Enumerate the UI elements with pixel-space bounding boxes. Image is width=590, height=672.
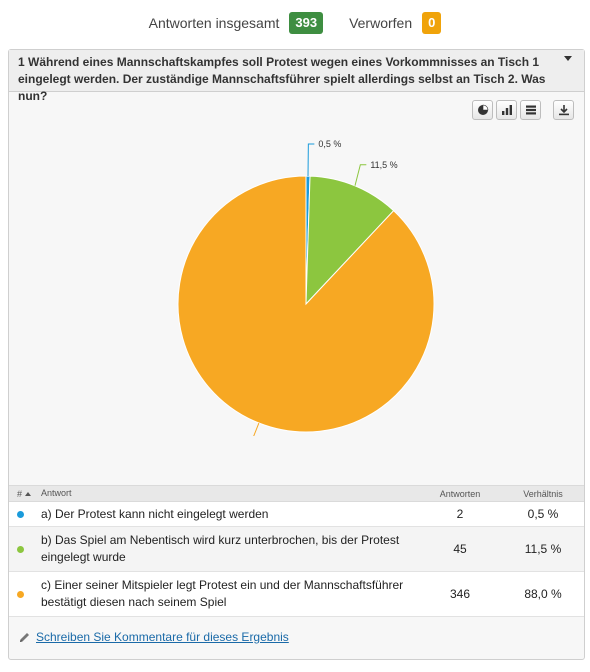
sort-asc-icon xyxy=(25,491,32,496)
col-answer-header: Antwort xyxy=(41,488,72,498)
table-row: b) Das Spiel am Nebentisch wird kurz unt… xyxy=(9,527,584,572)
results-table: # Antwort Antworten Verhältnis a) Der Pr… xyxy=(9,485,584,617)
rejected-label: Verworfen xyxy=(349,15,413,31)
question-panel: 1 Während eines Mannschaftskampfes soll … xyxy=(8,49,585,660)
answer-text: c) Einer seiner Mitspieler legt Protest … xyxy=(41,578,404,609)
col-count-header: Antworten xyxy=(439,488,481,499)
table-icon xyxy=(525,105,536,115)
pie-slice-b[interactable] xyxy=(305,175,395,306)
rejected-badge: 0 xyxy=(422,12,442,34)
series-dot-icon xyxy=(17,545,24,553)
pie-chart-button[interactable] xyxy=(472,100,493,120)
write-comment-link[interactable]: Schreiben Sie Kommentare für dieses Erge… xyxy=(36,630,289,644)
answer-count: 346 xyxy=(449,587,471,601)
pie-leader-line xyxy=(253,422,260,436)
series-dot-icon xyxy=(17,510,24,518)
series-dot-icon xyxy=(17,590,24,598)
total-answers-badge: 393 xyxy=(289,12,324,34)
pie-leader-line xyxy=(307,143,315,177)
answer-ratio: 0,5 % xyxy=(527,507,559,521)
pie-slice-c[interactable] xyxy=(177,175,435,433)
question-title: 1 Während eines Mannschaftskampfes soll … xyxy=(18,55,546,103)
pie-chart-icon xyxy=(477,104,488,115)
chart-toolbar xyxy=(469,100,574,120)
pie-data-label: 11,5 % xyxy=(370,160,397,170)
answer-text: b) Das Spiel am Nebentisch wird kurz unt… xyxy=(41,533,400,564)
table-row: c) Einer seiner Mitspieler legt Protest … xyxy=(9,572,584,617)
answer-ratio: 88,0 % xyxy=(524,587,562,601)
bar-chart-button[interactable] xyxy=(496,100,517,120)
answer-text: a) Der Protest kann nicht eingelegt werd… xyxy=(41,506,269,521)
answer-count: 2 xyxy=(456,507,464,521)
download-button[interactable] xyxy=(553,100,574,120)
answer-count: 45 xyxy=(453,542,467,556)
answer-ratio: 11,5 % xyxy=(524,542,562,556)
question-header[interactable]: 1 Während eines Mannschaftskampfes soll … xyxy=(9,50,584,103)
results-summary: Antworten insgesamt 393 Verworfen 0 xyxy=(0,11,590,35)
download-icon xyxy=(558,105,569,116)
total-answers-label: Antworten insgesamt xyxy=(148,15,280,31)
bar-chart-icon xyxy=(501,105,512,115)
collapse-caret-icon[interactable] xyxy=(564,56,572,61)
pie-leader-line xyxy=(354,164,367,186)
comment-area: Schreiben Sie Kommentare für dieses Erge… xyxy=(18,630,289,644)
table-button[interactable] xyxy=(520,100,541,120)
pie-data-label: 88,0 % xyxy=(214,435,242,436)
pie-data-label: 0,5 % xyxy=(318,139,341,149)
col-ratio-header: Verhältnis xyxy=(523,488,563,499)
table-row: a) Der Protest kann nicht eingelegt werd… xyxy=(9,502,584,527)
table-header: # Antwort Antworten Verhältnis xyxy=(9,485,584,502)
col-number-header[interactable]: # xyxy=(9,489,35,499)
pie-chart: 0,5 % 11,5 % 88,0 % xyxy=(177,139,435,436)
pencil-icon xyxy=(20,632,29,642)
